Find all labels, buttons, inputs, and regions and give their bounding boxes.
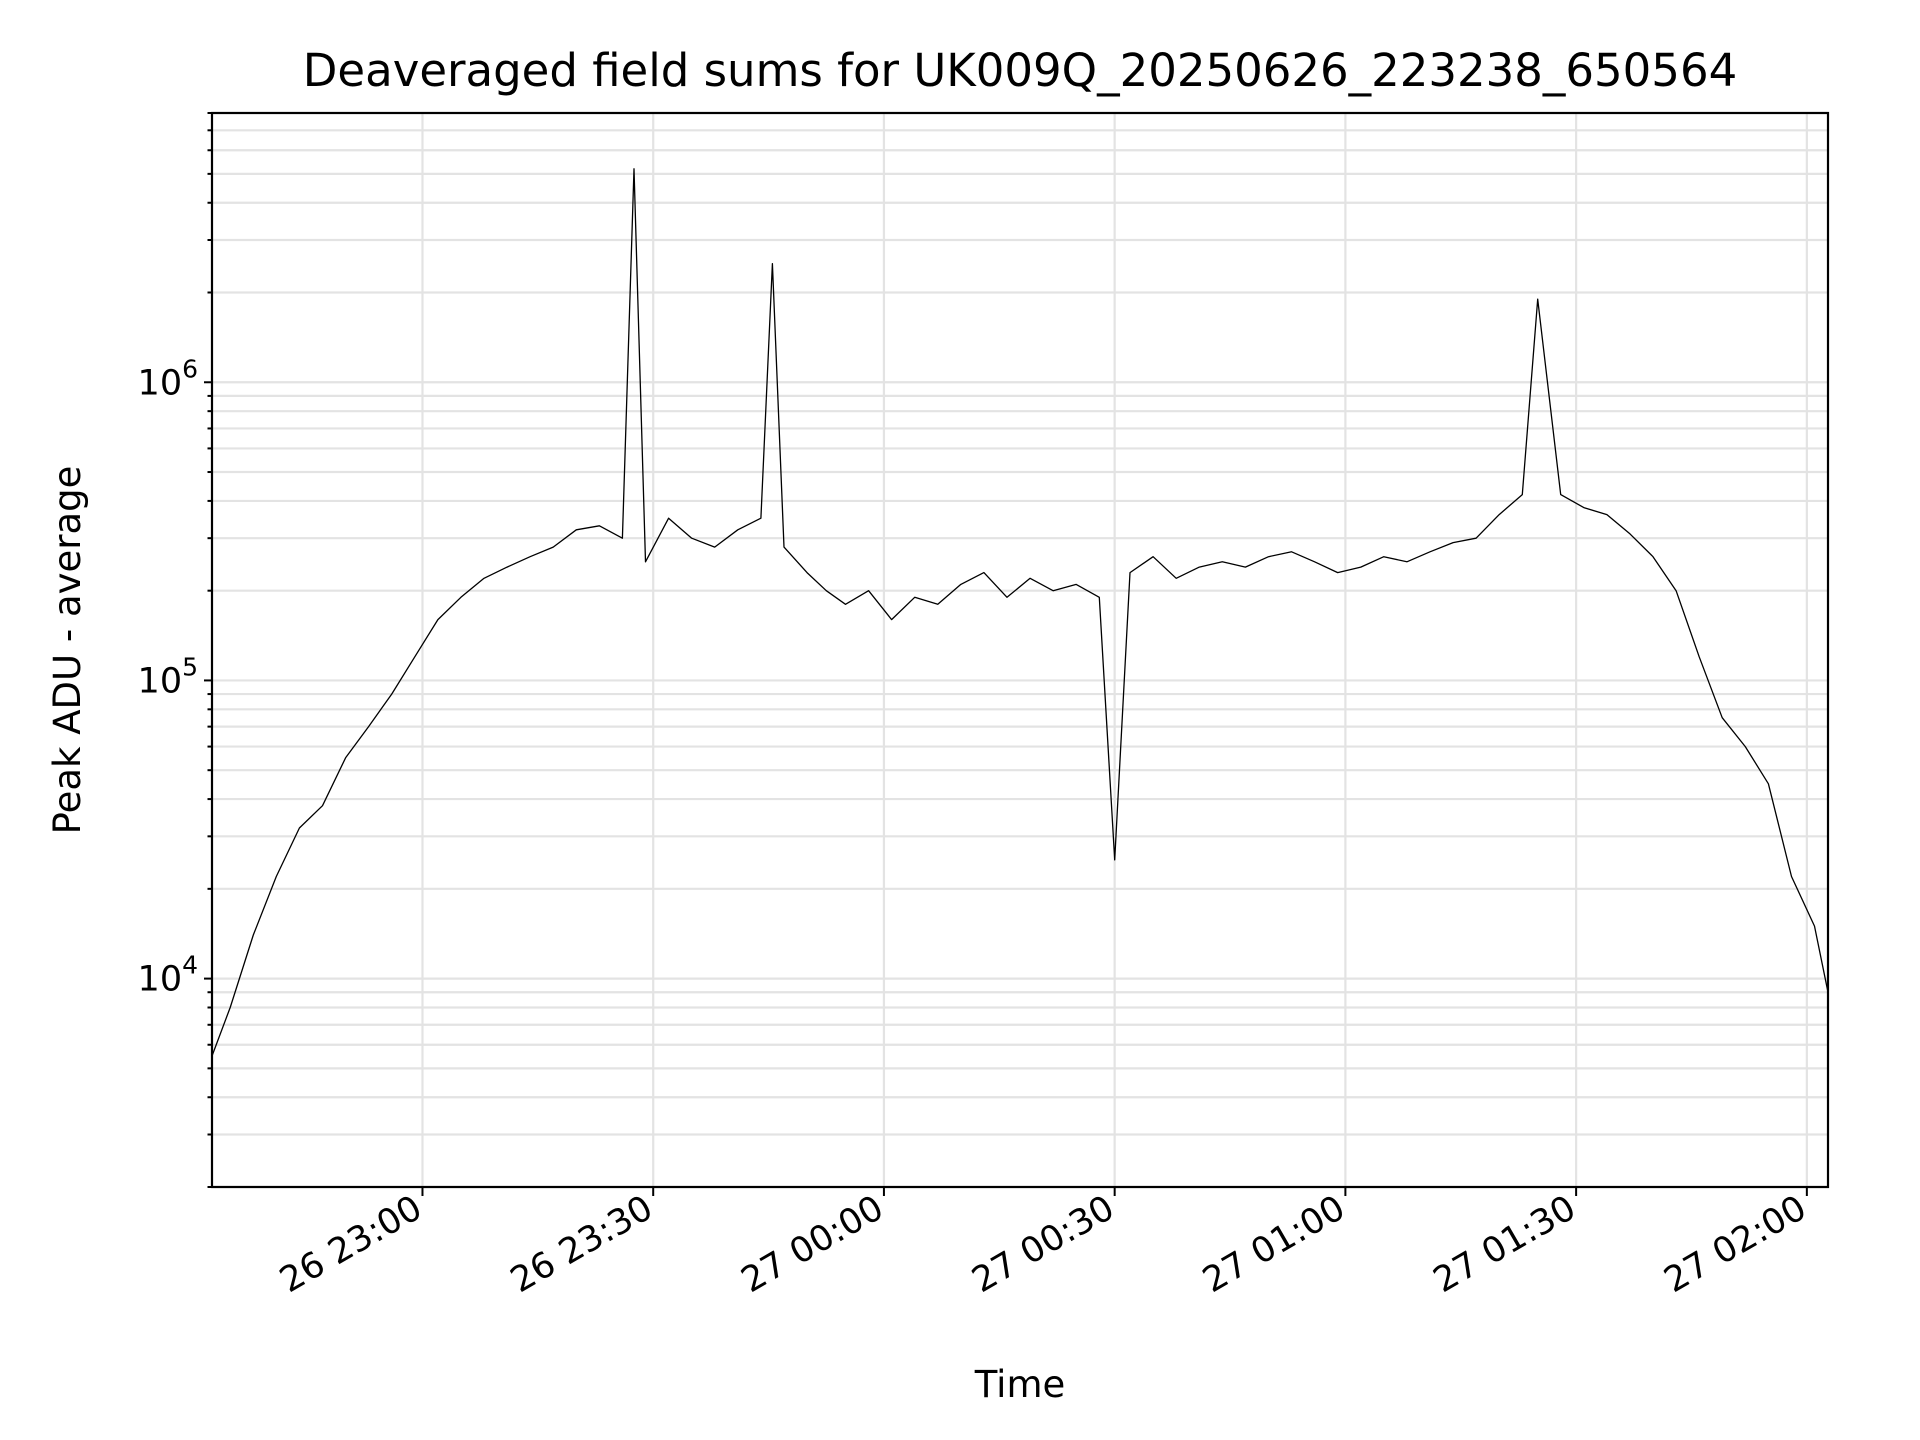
series-line — [211, 168, 1829, 1057]
series-layer — [211, 168, 1829, 1057]
x-tick-label: 27 01:00 — [1196, 1188, 1352, 1301]
x-tick-label: 27 00:00 — [735, 1188, 891, 1301]
x-tick-label: 27 02:00 — [1658, 1188, 1814, 1301]
x-tick-label: 26 23:00 — [273, 1188, 429, 1301]
x-axis-label: Time — [974, 1363, 1066, 1406]
y-tick-label-base: 10 — [138, 661, 183, 701]
y-tick-label-exponent: 6 — [182, 354, 198, 383]
y-tick-label-exponent: 5 — [182, 652, 198, 681]
y-tick-label: 105 — [138, 652, 198, 701]
x-tick-label: 26 23:30 — [504, 1188, 660, 1301]
y-axis-label: Peak ADU - average — [46, 466, 89, 835]
chart-title: Deaveraged field sums for UK009Q_2025062… — [303, 44, 1737, 97]
y-tick-label-base: 10 — [138, 363, 183, 403]
x-tick-label: 27 00:30 — [966, 1188, 1122, 1301]
y-tick-label-exponent: 4 — [182, 951, 198, 980]
plot-frame — [210, 111, 1830, 1189]
x-tick-label: 27 01:30 — [1427, 1188, 1583, 1301]
y-tick-label-base: 10 — [138, 960, 183, 1000]
grid-layer — [212, 111, 1828, 1189]
y-tick-label: 104 — [138, 951, 198, 1000]
y-tick-label: 106 — [138, 354, 198, 403]
